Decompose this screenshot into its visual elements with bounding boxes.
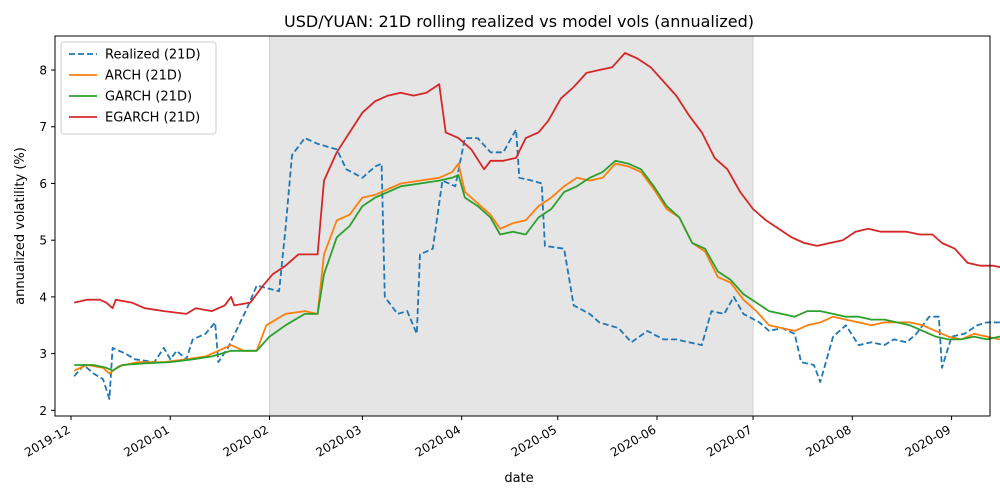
series-line-0 [73,128,1000,400]
shaded-region [269,35,754,417]
legend-label-0: Realized (21D) [105,48,201,63]
plot-area [73,35,1000,417]
legend: Realized (21D) ARCH (21D) GARCH (21D) EGARC… [60,41,217,135]
legend-box [60,41,217,135]
series-line-2 [74,159,1000,372]
y-tick-label-3: 5 [39,234,47,248]
plot-frame [54,35,991,417]
series-line-3 [74,52,1000,315]
x-axis-label: date [504,471,533,486]
legend-label-3: EGARCH (21D) [105,111,200,126]
y-tick-label-2: 4 [39,290,47,304]
legend-label-1: ARCH (21D) [105,69,182,84]
chart-title: USD/YUAN: 21D rolling realized vs model … [284,12,754,31]
legend-label-2: GARCH (21D) [105,90,192,105]
y-tick-label-0: 2 [39,404,47,418]
y-tick-label-5: 7 [39,120,47,134]
series-line-1 [73,162,1000,375]
y-tick-label-6: 8 [39,64,47,78]
y-axis-label: annualized volatility (%) [13,147,28,305]
y-tick-label-1: 3 [39,347,47,361]
y-tick-label-4: 6 [39,177,47,191]
